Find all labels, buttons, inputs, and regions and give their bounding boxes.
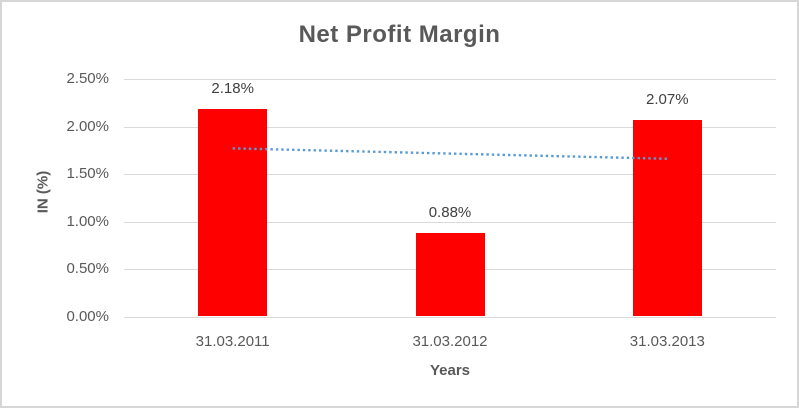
bar — [415, 232, 485, 317]
x-axis-title: Years — [429, 362, 471, 379]
x-tick-label: 31.03.2012 — [412, 333, 488, 350]
chart-title: Net Profit Margin — [298, 21, 501, 48]
bar-value-label: 2.18% — [211, 80, 254, 98]
y-tick-label: 0.00% — [66, 307, 109, 325]
gridline — [124, 79, 776, 80]
y-tick-label: 2.00% — [66, 117, 109, 135]
y-tick-label: 1.00% — [66, 212, 109, 230]
x-tick-label: 31.03.2013 — [629, 333, 705, 350]
gridline — [124, 221, 776, 223]
y-tick-label: 1.50% — [66, 165, 109, 182]
gridline — [124, 174, 776, 175]
gridline — [124, 126, 776, 128]
x-tick-label: 31.03.2011 — [195, 333, 270, 350]
y-tick-label: 2.50% — [66, 70, 109, 87]
bar — [632, 119, 702, 317]
gridline — [124, 316, 776, 318]
bar — [198, 109, 268, 317]
bar-value-label: 2.07% — [646, 90, 689, 108]
y-tick-label: 0.50% — [66, 260, 109, 277]
bar-value-label: 0.88% — [428, 203, 472, 221]
